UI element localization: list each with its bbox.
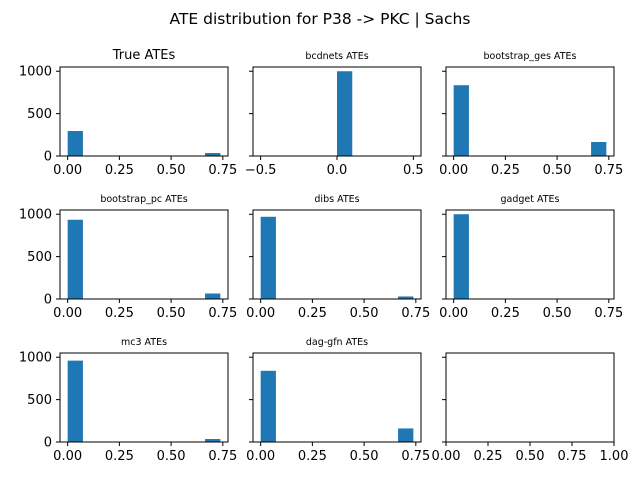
y-tick-label: 500 xyxy=(27,250,52,265)
histogram-bar xyxy=(398,296,414,299)
histogram-bar xyxy=(591,142,607,156)
x-tick-label: 0.50 xyxy=(157,449,186,464)
y-tick-label: 0 xyxy=(44,436,52,451)
histogram-bar xyxy=(67,360,83,442)
x-tick-label: 0.00 xyxy=(53,306,82,321)
x-tick-label: 0.25 xyxy=(474,449,503,464)
axes-frame xyxy=(445,66,615,157)
x-tick-label: 0.00 xyxy=(432,449,461,464)
histogram-bar xyxy=(453,85,469,156)
x-tick-label: 0.00 xyxy=(53,163,82,178)
figure-title: ATE distribution for P38 -> PKC | Sachs xyxy=(170,10,471,28)
x-tick-label: 0.25 xyxy=(298,449,327,464)
subplot-title: dibs ATEs xyxy=(314,194,359,205)
histogram-bar xyxy=(453,214,469,299)
subplot-6: 0.00 0.25 0.50 0.75 gadget ATEs xyxy=(439,194,623,321)
subplot-title: bcdnets ATEs xyxy=(305,51,368,62)
x-tick-label: 1.00 xyxy=(600,449,629,464)
axes-frame xyxy=(252,209,422,300)
x-tick-label: 0.75 xyxy=(594,163,623,178)
x-tick-label: 0.00 xyxy=(53,449,82,464)
subplot-title: dag-gfn ATEs xyxy=(306,337,368,348)
subplot-7: 0.00 0.25 0.50 0.75 0 500 1000 mc3 ATEs xyxy=(19,337,237,464)
x-tick-label: 0.75 xyxy=(208,306,237,321)
x-tick-label: 0.50 xyxy=(157,306,186,321)
y-tick-label: 0 xyxy=(44,150,52,165)
x-tick-label: 0.50 xyxy=(157,163,186,178)
x-tick-label: 0.00 xyxy=(439,306,468,321)
x-tick-label: 0.00 xyxy=(246,449,275,464)
x-tick-label: 0.75 xyxy=(208,449,237,464)
x-tick-label: 0.25 xyxy=(105,163,134,178)
x-tick-label: −0.5 xyxy=(245,163,277,178)
x-tick-label: 0.50 xyxy=(543,306,572,321)
x-tick-label: 0.75 xyxy=(401,449,430,464)
x-tick-label: 0.50 xyxy=(516,449,545,464)
histogram-bar xyxy=(67,131,83,156)
x-tick-label: 0.75 xyxy=(558,449,587,464)
x-tick-label: 0.75 xyxy=(401,306,430,321)
axes-frame xyxy=(59,352,229,443)
axes-frame xyxy=(59,66,229,157)
histogram-bar xyxy=(398,428,414,442)
histogram-bar xyxy=(205,439,221,442)
subplot-5: 0.00 0.25 0.50 0.75 dibs ATEs xyxy=(246,194,430,321)
y-tick-label: 1000 xyxy=(19,65,52,80)
histogram-bar xyxy=(205,153,221,156)
x-tick-label: 0.25 xyxy=(298,306,327,321)
subplot-2: −0.5 0.0 0.5 bcdnets ATEs xyxy=(245,51,424,178)
axes-frame xyxy=(252,352,422,443)
x-tick-label: 0.00 xyxy=(246,306,275,321)
subplot-title: bootstrap_ges ATEs xyxy=(484,51,577,62)
subplot-3: 0.00 0.25 0.50 0.75 bootstrap_ges ATEs xyxy=(439,51,623,178)
subplot-8: 0.00 0.25 0.50 0.75 dag-gfn ATEs xyxy=(246,337,430,464)
x-tick-label: 0.50 xyxy=(350,449,379,464)
y-tick-label: 1000 xyxy=(19,351,52,366)
x-tick-label: 0.75 xyxy=(208,163,237,178)
histogram-bar xyxy=(67,219,83,299)
y-tick-label: 500 xyxy=(27,393,52,408)
y-tick-label: 500 xyxy=(27,107,52,122)
y-tick-label: 1000 xyxy=(19,208,52,223)
x-tick-label: 0.25 xyxy=(105,306,134,321)
x-tick-label: 0.25 xyxy=(491,163,520,178)
subplot-9: 0.00 0.25 0.50 0.75 1.00 xyxy=(432,352,629,464)
axes-frame xyxy=(59,209,229,300)
x-tick-label: 0.0 xyxy=(327,163,348,178)
x-tick-label: 0.25 xyxy=(105,449,134,464)
histogram-bar xyxy=(337,71,353,156)
x-tick-label: 0.50 xyxy=(543,163,572,178)
subplot-title: mc3 ATEs xyxy=(121,337,167,348)
x-tick-label: 0.25 xyxy=(491,306,520,321)
subplot-title: gadget ATEs xyxy=(500,194,559,205)
x-tick-label: 0.50 xyxy=(350,306,379,321)
histogram-bar xyxy=(260,216,276,299)
histogram-bar xyxy=(260,370,276,442)
histogram-bar xyxy=(205,293,221,299)
subplot-4: 0.00 0.25 0.50 0.75 0 500 1000 bootstrap_pc ATE… xyxy=(19,194,237,321)
x-tick-label: 0.00 xyxy=(439,163,468,178)
x-tick-label: 0.5 xyxy=(403,163,424,178)
y-tick-label: 0 xyxy=(44,293,52,308)
subplot-title: bootstrap_pc ATEs xyxy=(100,194,187,205)
subplot-title: True ATEs xyxy=(112,48,176,63)
axes-frame xyxy=(445,209,615,300)
subplot-1: 0.00 0.25 0.50 0.75 0 500 1000 True ATEs xyxy=(19,48,237,178)
x-tick-label: 0.75 xyxy=(594,306,623,321)
